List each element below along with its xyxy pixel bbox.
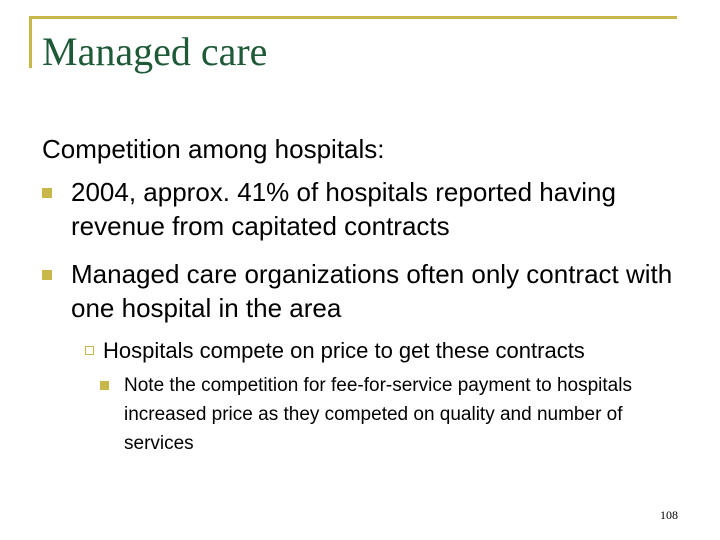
bullet-item: 2004, approx. 41% of hospitals reported …: [42, 175, 682, 243]
square-bullet-icon: [42, 270, 52, 280]
title-frame-left: [29, 16, 32, 68]
title-frame-top: [29, 16, 677, 19]
intro-text: Competition among hospitals:: [42, 134, 385, 164]
slide-title: Managed care: [42, 29, 268, 74]
page-number: 108: [660, 508, 678, 522]
sub-bullet-text: Hospitals compete on price to get these …: [103, 338, 585, 363]
square-bullet-icon: [42, 188, 52, 198]
sub-sub-bullet-text: Note the competition for fee-for-service…: [124, 375, 632, 454]
square-bullet-icon: [100, 381, 109, 390]
hollow-square-bullet-icon: [85, 346, 94, 355]
sub-sub-bullet-item: Note the competition for fee-for-service…: [100, 371, 680, 458]
bullet-text: 2004, approx. 41% of hospitals reported …: [71, 177, 616, 241]
bullet-text: Managed care organizations often only co…: [71, 259, 673, 323]
bullet-item: Managed care organizations often only co…: [42, 257, 682, 325]
sub-bullet-item: Hospitals compete on price to get these …: [85, 336, 685, 366]
